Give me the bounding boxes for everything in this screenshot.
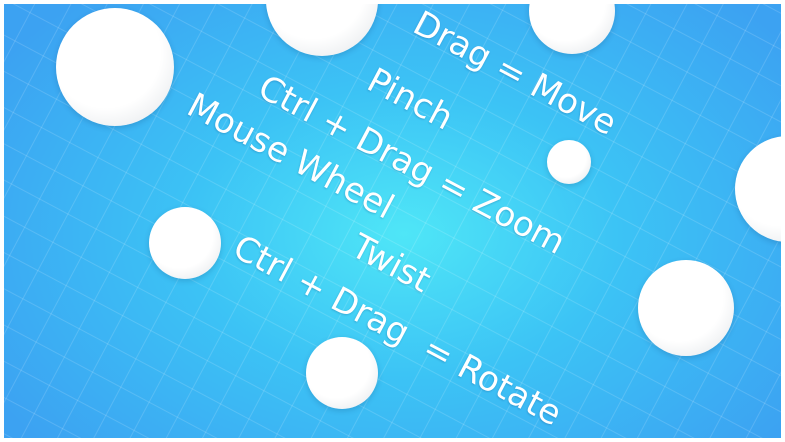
ball[interactable]: [306, 337, 378, 409]
canvas-viewport[interactable]: Drag = Move Pinch Ctrl + Drag = Zoom Mou…: [4, 4, 781, 438]
ball[interactable]: [547, 140, 591, 184]
ball[interactable]: [149, 207, 221, 279]
ball[interactable]: [638, 260, 734, 356]
instructions-overlay: Drag = Move Pinch Ctrl + Drag = Zoom Mou…: [4, 4, 781, 438]
ball[interactable]: [56, 8, 174, 126]
